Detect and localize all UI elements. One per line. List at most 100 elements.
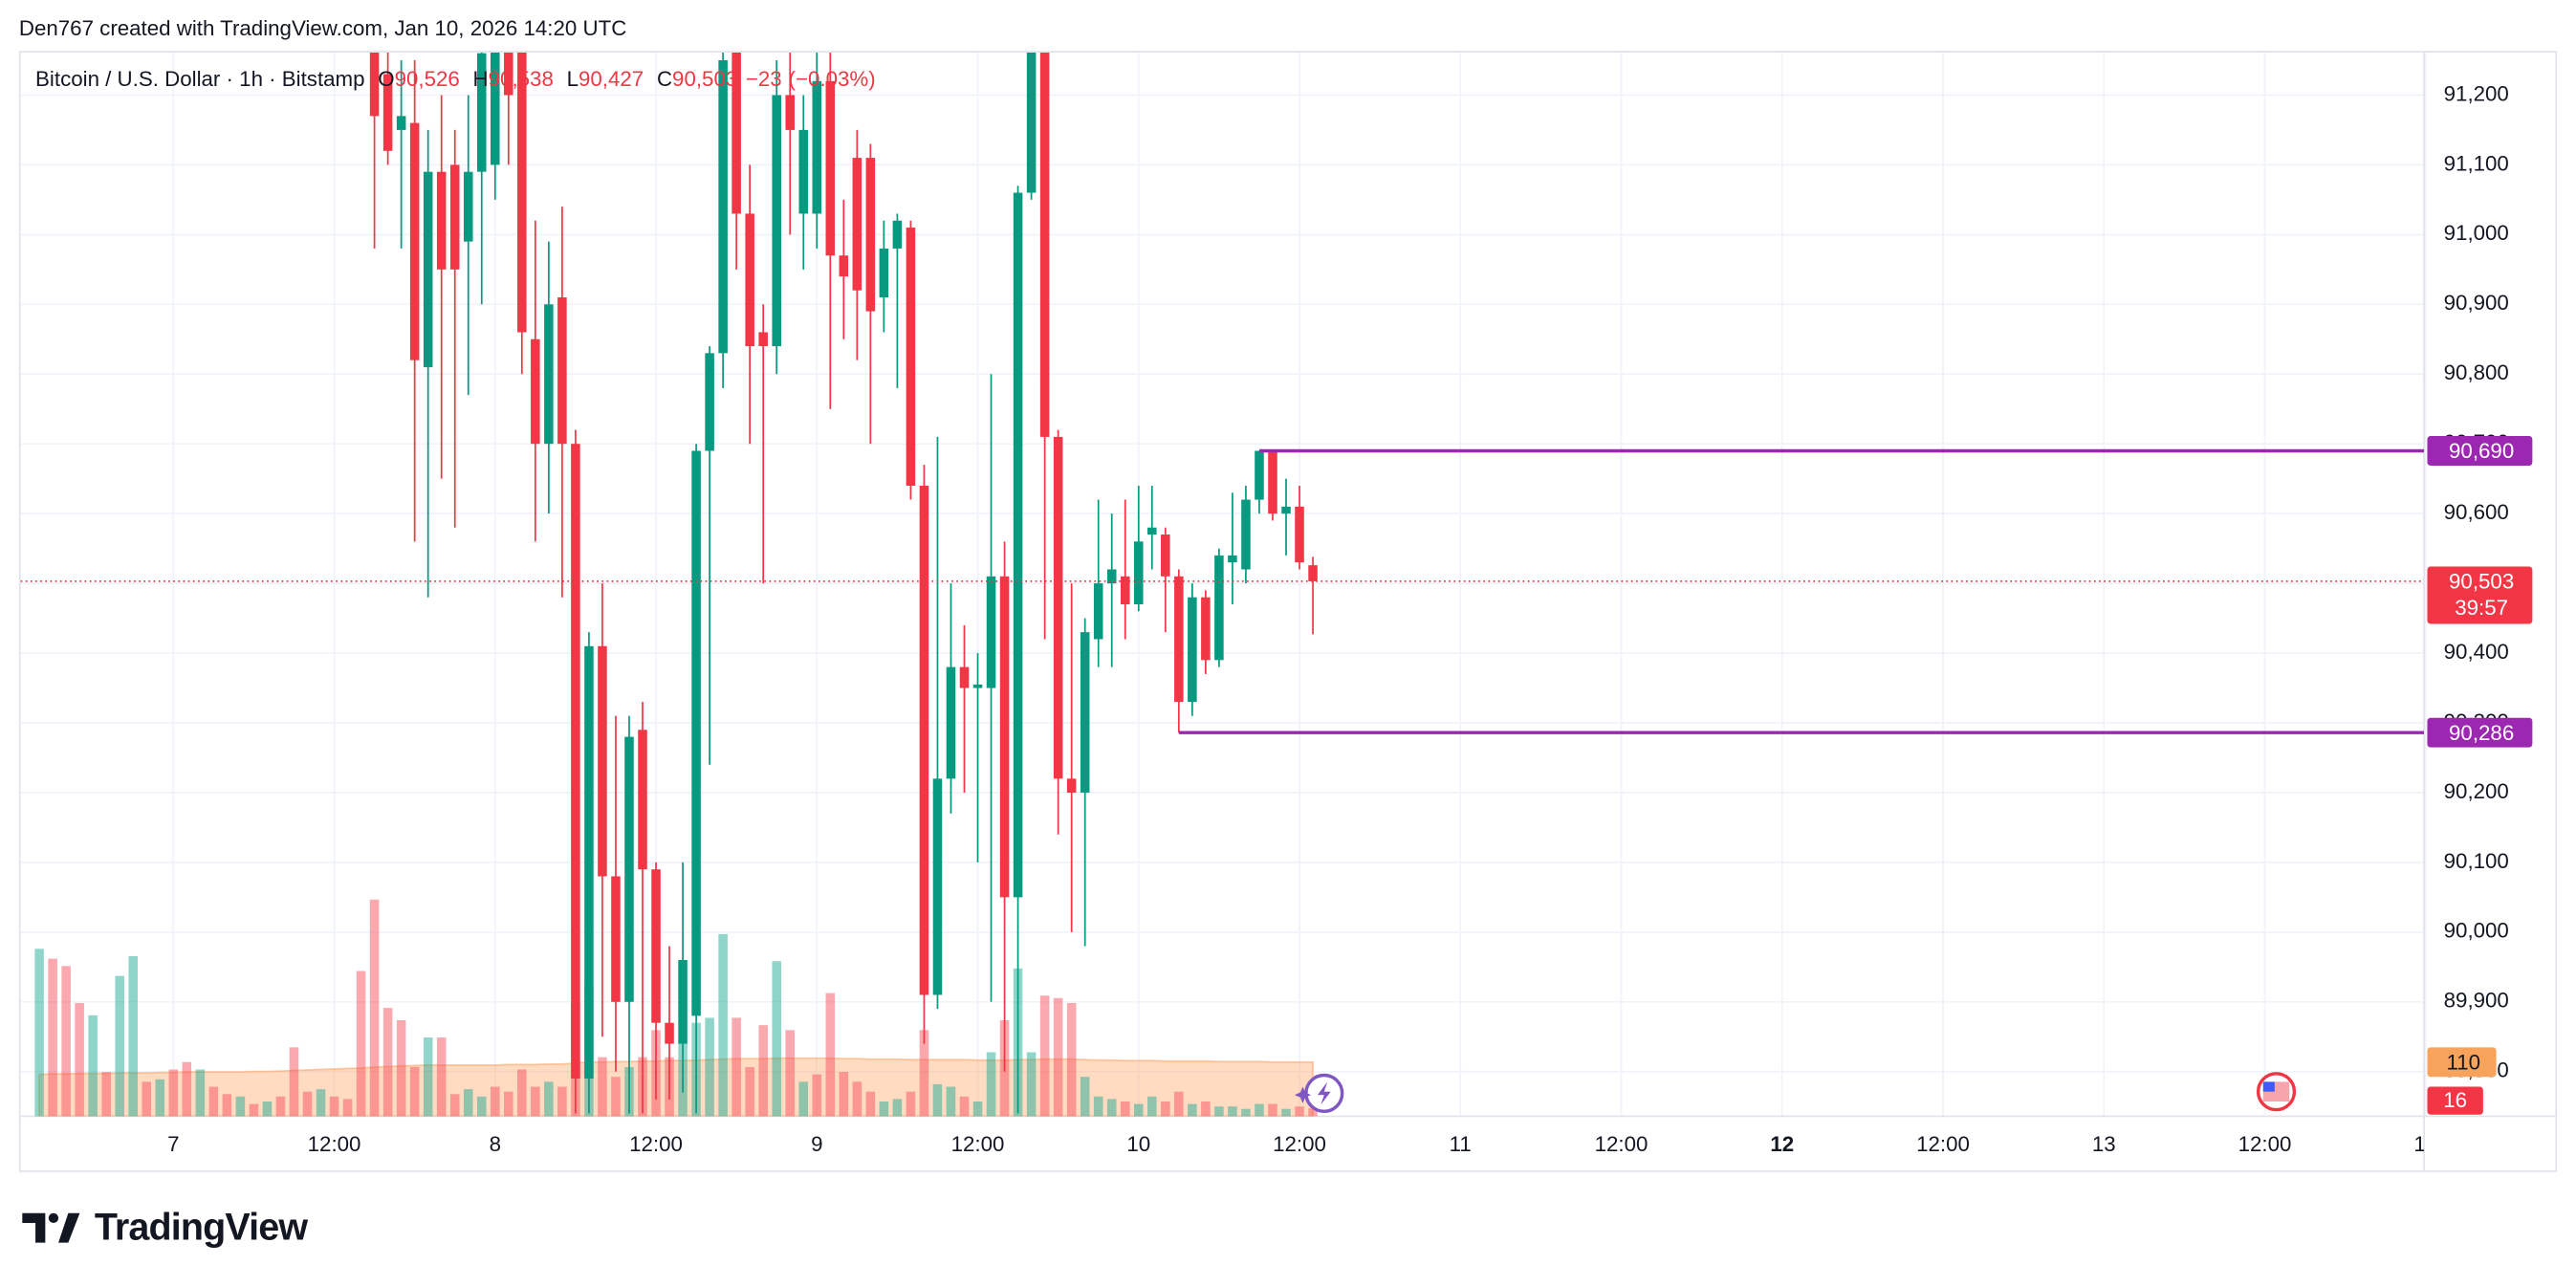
candle-body <box>1174 576 1184 703</box>
volume-bar <box>128 956 139 1117</box>
header-text: Den767 created with TradingView.com, Jan… <box>19 16 626 40</box>
volume-bar <box>182 1061 192 1117</box>
volume-bar <box>222 1094 232 1117</box>
level-tag <box>2427 717 2533 748</box>
volume-bar <box>745 1066 754 1117</box>
volume-bar <box>235 1096 246 1117</box>
volume-bar <box>356 971 366 1117</box>
candle-body <box>638 730 647 870</box>
candle-body <box>1214 555 1224 661</box>
volume-bar <box>1106 1099 1117 1117</box>
volume-bar <box>101 1072 111 1117</box>
x-tick-label: 10 <box>1126 1132 1150 1156</box>
volume-bar <box>758 1025 768 1117</box>
volume-ma-label: 110 <box>2446 1050 2480 1074</box>
legend-value: 90,503 <box>672 67 737 91</box>
volume-bar <box>557 1086 567 1117</box>
y-tick-label: 91,200 <box>2444 81 2509 105</box>
lightning-icon <box>1294 1073 1344 1114</box>
candle-body <box>1295 506 1304 563</box>
y-tick-label: 90,900 <box>2444 291 2509 315</box>
volume-bar <box>302 1091 313 1117</box>
candle-body <box>1281 506 1291 514</box>
volume-bar <box>839 1072 849 1117</box>
volume-bar <box>504 1091 513 1117</box>
candle-body <box>491 52 500 165</box>
volume-bar <box>959 1096 970 1117</box>
candle-body <box>825 80 836 256</box>
volume-bar <box>1120 1101 1130 1117</box>
volume-bar <box>1093 1096 1103 1117</box>
x-tick-label: 9 <box>811 1132 822 1156</box>
volume-bar <box>1295 1106 1304 1117</box>
volume-bar <box>195 1069 206 1117</box>
level-tag-label: 90,690 <box>2449 439 2514 463</box>
candle-body <box>651 869 661 1023</box>
x-tick-label: 13 <box>2092 1132 2116 1156</box>
volume-bar <box>142 1081 152 1117</box>
candle-body <box>1188 597 1197 703</box>
volume-bar <box>825 993 836 1117</box>
level-tag-label: 90,286 <box>2449 721 2514 745</box>
candle-body <box>584 645 594 1080</box>
plot-area <box>20 52 2425 1117</box>
candle-body <box>382 74 393 151</box>
candle-body <box>839 255 849 277</box>
volume-ma-tag <box>2427 1047 2497 1078</box>
x-tick-label: 12:00 <box>629 1132 683 1156</box>
candle-body <box>1255 450 1264 500</box>
legend-value: 90,538 <box>489 67 554 91</box>
volume-bar <box>1039 995 1050 1117</box>
candle-body <box>517 52 527 333</box>
volume-bar <box>208 1086 219 1117</box>
volume-bar <box>1255 1103 1264 1117</box>
logo-mark-1 <box>22 1212 46 1243</box>
volume-bar <box>892 1099 903 1117</box>
last-price-label: 90,503 <box>2449 570 2514 594</box>
volume-bar <box>61 966 71 1117</box>
x-tick-label: 12:00 <box>951 1132 1005 1156</box>
volume-bar <box>48 958 57 1117</box>
candle-body <box>1147 527 1157 535</box>
volume-bar <box>1174 1091 1184 1117</box>
volume-bar <box>275 1096 286 1117</box>
icon-spark <box>1294 1086 1312 1103</box>
candle-body <box>1026 52 1037 193</box>
volume-bar <box>168 1069 179 1117</box>
y-tick-label: 90,100 <box>2444 849 2509 873</box>
candle-body <box>946 666 956 779</box>
grid <box>20 52 2556 1171</box>
candle-body <box>879 248 889 297</box>
volume-bar <box>972 1101 983 1117</box>
y-tick-label: 90,600 <box>2444 500 2509 524</box>
candle-body <box>1241 499 1251 570</box>
volume-bar <box>1308 1108 1318 1117</box>
volume-bar <box>34 949 44 1117</box>
volume-bar <box>1053 997 1063 1117</box>
candle-body <box>731 52 741 214</box>
candle-body <box>892 220 903 249</box>
y-axis: 89,80089,90090,00090,10090,20090,30090,4… <box>2427 81 2533 1115</box>
volume-last-tag <box>2427 1086 2483 1115</box>
candle-body <box>812 80 822 214</box>
volume-bar <box>598 1057 607 1117</box>
volume-bar <box>1147 1096 1157 1117</box>
candle-body <box>396 116 406 130</box>
legend-key: H <box>473 67 489 91</box>
volume-bar <box>409 1066 420 1117</box>
candle-body <box>932 778 943 995</box>
volume-bar <box>1268 1103 1277 1117</box>
x-tick-label: 12:00 <box>2238 1132 2292 1156</box>
candle-body <box>1201 597 1211 661</box>
volume-bar <box>919 1030 929 1117</box>
flag-canton <box>2262 1081 2275 1092</box>
volume-bar <box>946 1086 956 1117</box>
candle-body <box>972 684 983 688</box>
volume-bar <box>423 1037 433 1117</box>
volume-bar <box>531 1086 540 1117</box>
x-tick-label: 12:00 <box>1595 1132 1648 1156</box>
volume-bar <box>705 1017 714 1117</box>
x-tick-label: 7 <box>167 1132 179 1156</box>
candle-body <box>959 666 970 688</box>
candle-body <box>691 450 701 1016</box>
